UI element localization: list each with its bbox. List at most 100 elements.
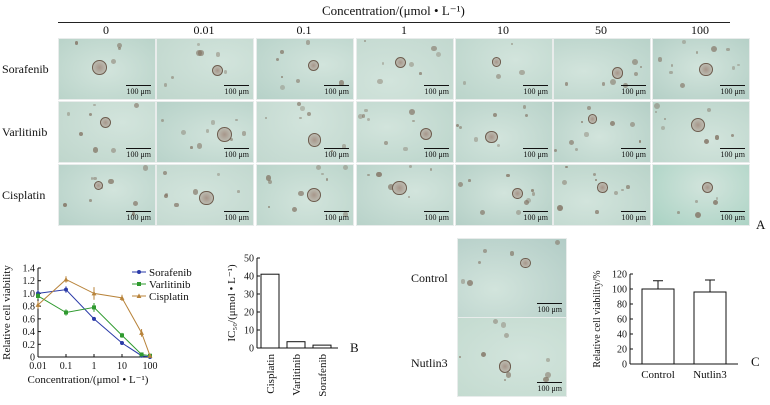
spheroid — [307, 187, 322, 203]
spheroid — [100, 117, 112, 129]
legend-marker — [136, 293, 142, 298]
cell-speck — [481, 351, 487, 357]
cell-speck — [388, 184, 395, 191]
scale-bar: 100 μm — [720, 150, 745, 159]
cell-speck — [694, 199, 698, 203]
y-tick-label: 30 — [244, 290, 254, 301]
cell-speck — [458, 356, 461, 359]
cell-speck — [633, 71, 638, 76]
micrograph-tile: 100 μm — [553, 164, 651, 226]
y-tick-label: 10 — [244, 326, 254, 337]
cell-speck — [664, 117, 667, 120]
cell-speck — [62, 202, 68, 208]
cell-speck — [661, 125, 666, 130]
y-axis-title: Relative cell viability — [1, 265, 13, 360]
cell-speck — [543, 376, 549, 383]
cell-speck — [545, 372, 551, 379]
cell-speck — [280, 75, 284, 79]
cell-speck — [500, 322, 507, 328]
cell-speck — [280, 84, 286, 90]
cell-speck — [93, 176, 97, 181]
cell-speck — [505, 173, 510, 178]
cell-speck — [458, 181, 464, 187]
y-tick-label: 100 — [612, 285, 627, 296]
cell-speck — [366, 117, 371, 122]
cell-speck — [522, 105, 527, 109]
cell-speck — [343, 165, 348, 171]
cell-speck — [587, 106, 592, 111]
legend-label: Varlitinib — [149, 279, 191, 291]
spheroid — [420, 128, 433, 141]
spheroid — [690, 117, 705, 133]
cell-speck — [299, 116, 303, 120]
cell-speck — [554, 148, 558, 152]
cell-speck — [706, 107, 712, 112]
cell-speck — [174, 202, 179, 208]
cell-speck — [376, 171, 382, 178]
spheroid — [217, 126, 232, 142]
nutlin3-row-label: Nutlin3 — [411, 356, 448, 370]
micrograph-tile: 100 μm — [156, 164, 254, 226]
cell-speck — [315, 165, 322, 171]
cell-speck — [639, 65, 642, 68]
cell-speck — [515, 209, 522, 216]
y-tick-label: 80 — [617, 300, 627, 311]
cell-speck — [676, 211, 680, 214]
cell-speck — [192, 189, 199, 195]
spheroid — [93, 180, 104, 191]
bar — [693, 291, 727, 365]
cell-speck — [609, 121, 615, 126]
panel-b-label: B — [350, 340, 359, 355]
scale-bar: 100 μm — [424, 87, 449, 96]
scale-bar: 100 μm — [224, 150, 249, 159]
cell-speck — [142, 165, 149, 171]
scale-bar: 100 μm — [621, 150, 646, 159]
cell-speck — [510, 43, 513, 46]
cell-speck — [546, 358, 550, 362]
spheroid — [498, 359, 512, 373]
cell-speck — [205, 129, 210, 133]
y-tick-label: 0 — [30, 353, 35, 364]
data-point — [139, 352, 144, 357]
spheroid — [211, 64, 224, 77]
scale-bar: 100 μm — [324, 87, 349, 96]
cell-speck — [575, 147, 579, 151]
y-axis-title: IC₅₀/(μmol • L⁻¹) — [226, 264, 238, 342]
ic50-bar-chart: 0 10 20 30 40 50 IC₅₀/(μmol • L⁻¹) Cisplatin Var… — [226, 254, 359, 397]
cell-speck — [267, 205, 271, 209]
spheroid — [199, 190, 214, 206]
spheroid — [701, 181, 713, 193]
x-tick-label: 0.01 — [29, 361, 47, 372]
x-tick-label: 100 — [143, 361, 158, 372]
concentration-header: 0.01 — [193, 23, 215, 37]
cell-speck — [89, 113, 93, 117]
cell-speck — [92, 147, 99, 154]
x-tick-label: Cisplatin — [265, 354, 277, 394]
scale-bar: 100 μm — [126, 213, 151, 222]
cell-speck — [477, 260, 481, 265]
y-tick-label: 20 — [617, 345, 627, 356]
micrograph-tile: 100 μm — [652, 164, 750, 226]
cell-speck — [407, 195, 411, 199]
cell-speck — [654, 103, 661, 110]
cell-speck — [435, 51, 442, 57]
x-tick-label: 10 — [117, 361, 127, 372]
cell-speck — [621, 188, 624, 191]
cell-speck — [601, 82, 605, 86]
drug-row-label: Sorafenib — [2, 62, 49, 76]
cell-speck — [473, 136, 479, 142]
cell-speck — [223, 70, 228, 74]
cell-speck — [66, 112, 71, 116]
cell-speck — [492, 319, 498, 325]
drug-row-label: Cisplatin — [2, 188, 46, 202]
micrograph-tile: 100 μm — [156, 101, 254, 163]
concentration-header: 0.1 — [296, 23, 312, 37]
cell-speck — [503, 379, 507, 382]
cell-speck — [631, 58, 638, 65]
cell-speck — [275, 57, 280, 62]
cell-speck — [564, 165, 568, 169]
cell-speck — [305, 40, 311, 45]
y-tick-label: 0.6 — [23, 314, 36, 325]
data-point — [147, 353, 153, 358]
cell-speck — [695, 51, 699, 54]
